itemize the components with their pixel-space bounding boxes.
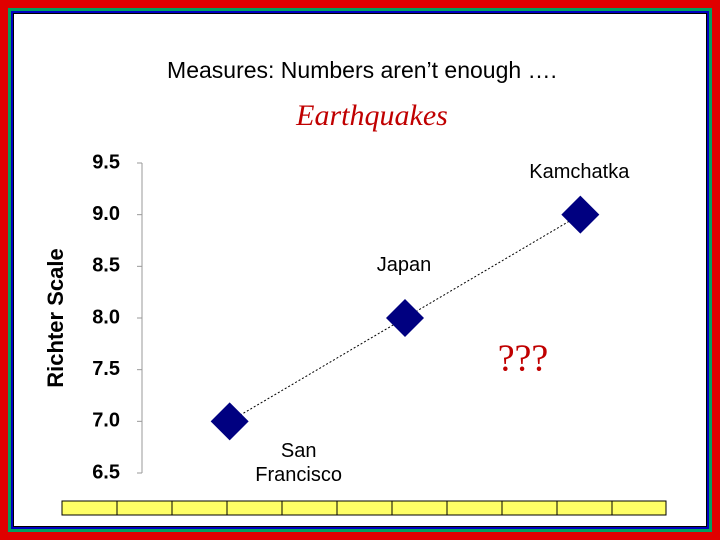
point <box>561 195 600 234</box>
y-tick-label: 7.5 <box>92 358 120 380</box>
chart-title: Earthquakes <box>295 99 448 132</box>
slide-border-inner <box>8 8 712 532</box>
y-tick-label: 9.0 <box>92 203 120 225</box>
point-label: San Francisco <box>255 440 342 487</box>
point <box>210 402 249 441</box>
y-tick-label: 8.0 <box>92 306 120 328</box>
point-label: Kamchatka <box>529 160 630 183</box>
x-strip <box>61 500 667 516</box>
y-tick-label: 8.5 <box>92 255 120 277</box>
y-tick-label: 6.5 <box>92 461 120 483</box>
slide-title: Measures: Numbers aren’t enough …. <box>167 57 557 83</box>
strip <box>61 500 667 516</box>
point <box>386 299 424 337</box>
strip-divider <box>116 501 613 515</box>
annotation: ??? <box>498 338 549 380</box>
y-tick-label: 7.0 <box>92 410 120 432</box>
y-tick-label: 9.5 <box>92 151 120 173</box>
slide-border-inner <box>11 11 709 529</box>
y-axis-label: Richter Scale <box>43 248 68 387</box>
point-label: Japan <box>376 254 432 276</box>
slide-border-inner <box>13 13 707 527</box>
